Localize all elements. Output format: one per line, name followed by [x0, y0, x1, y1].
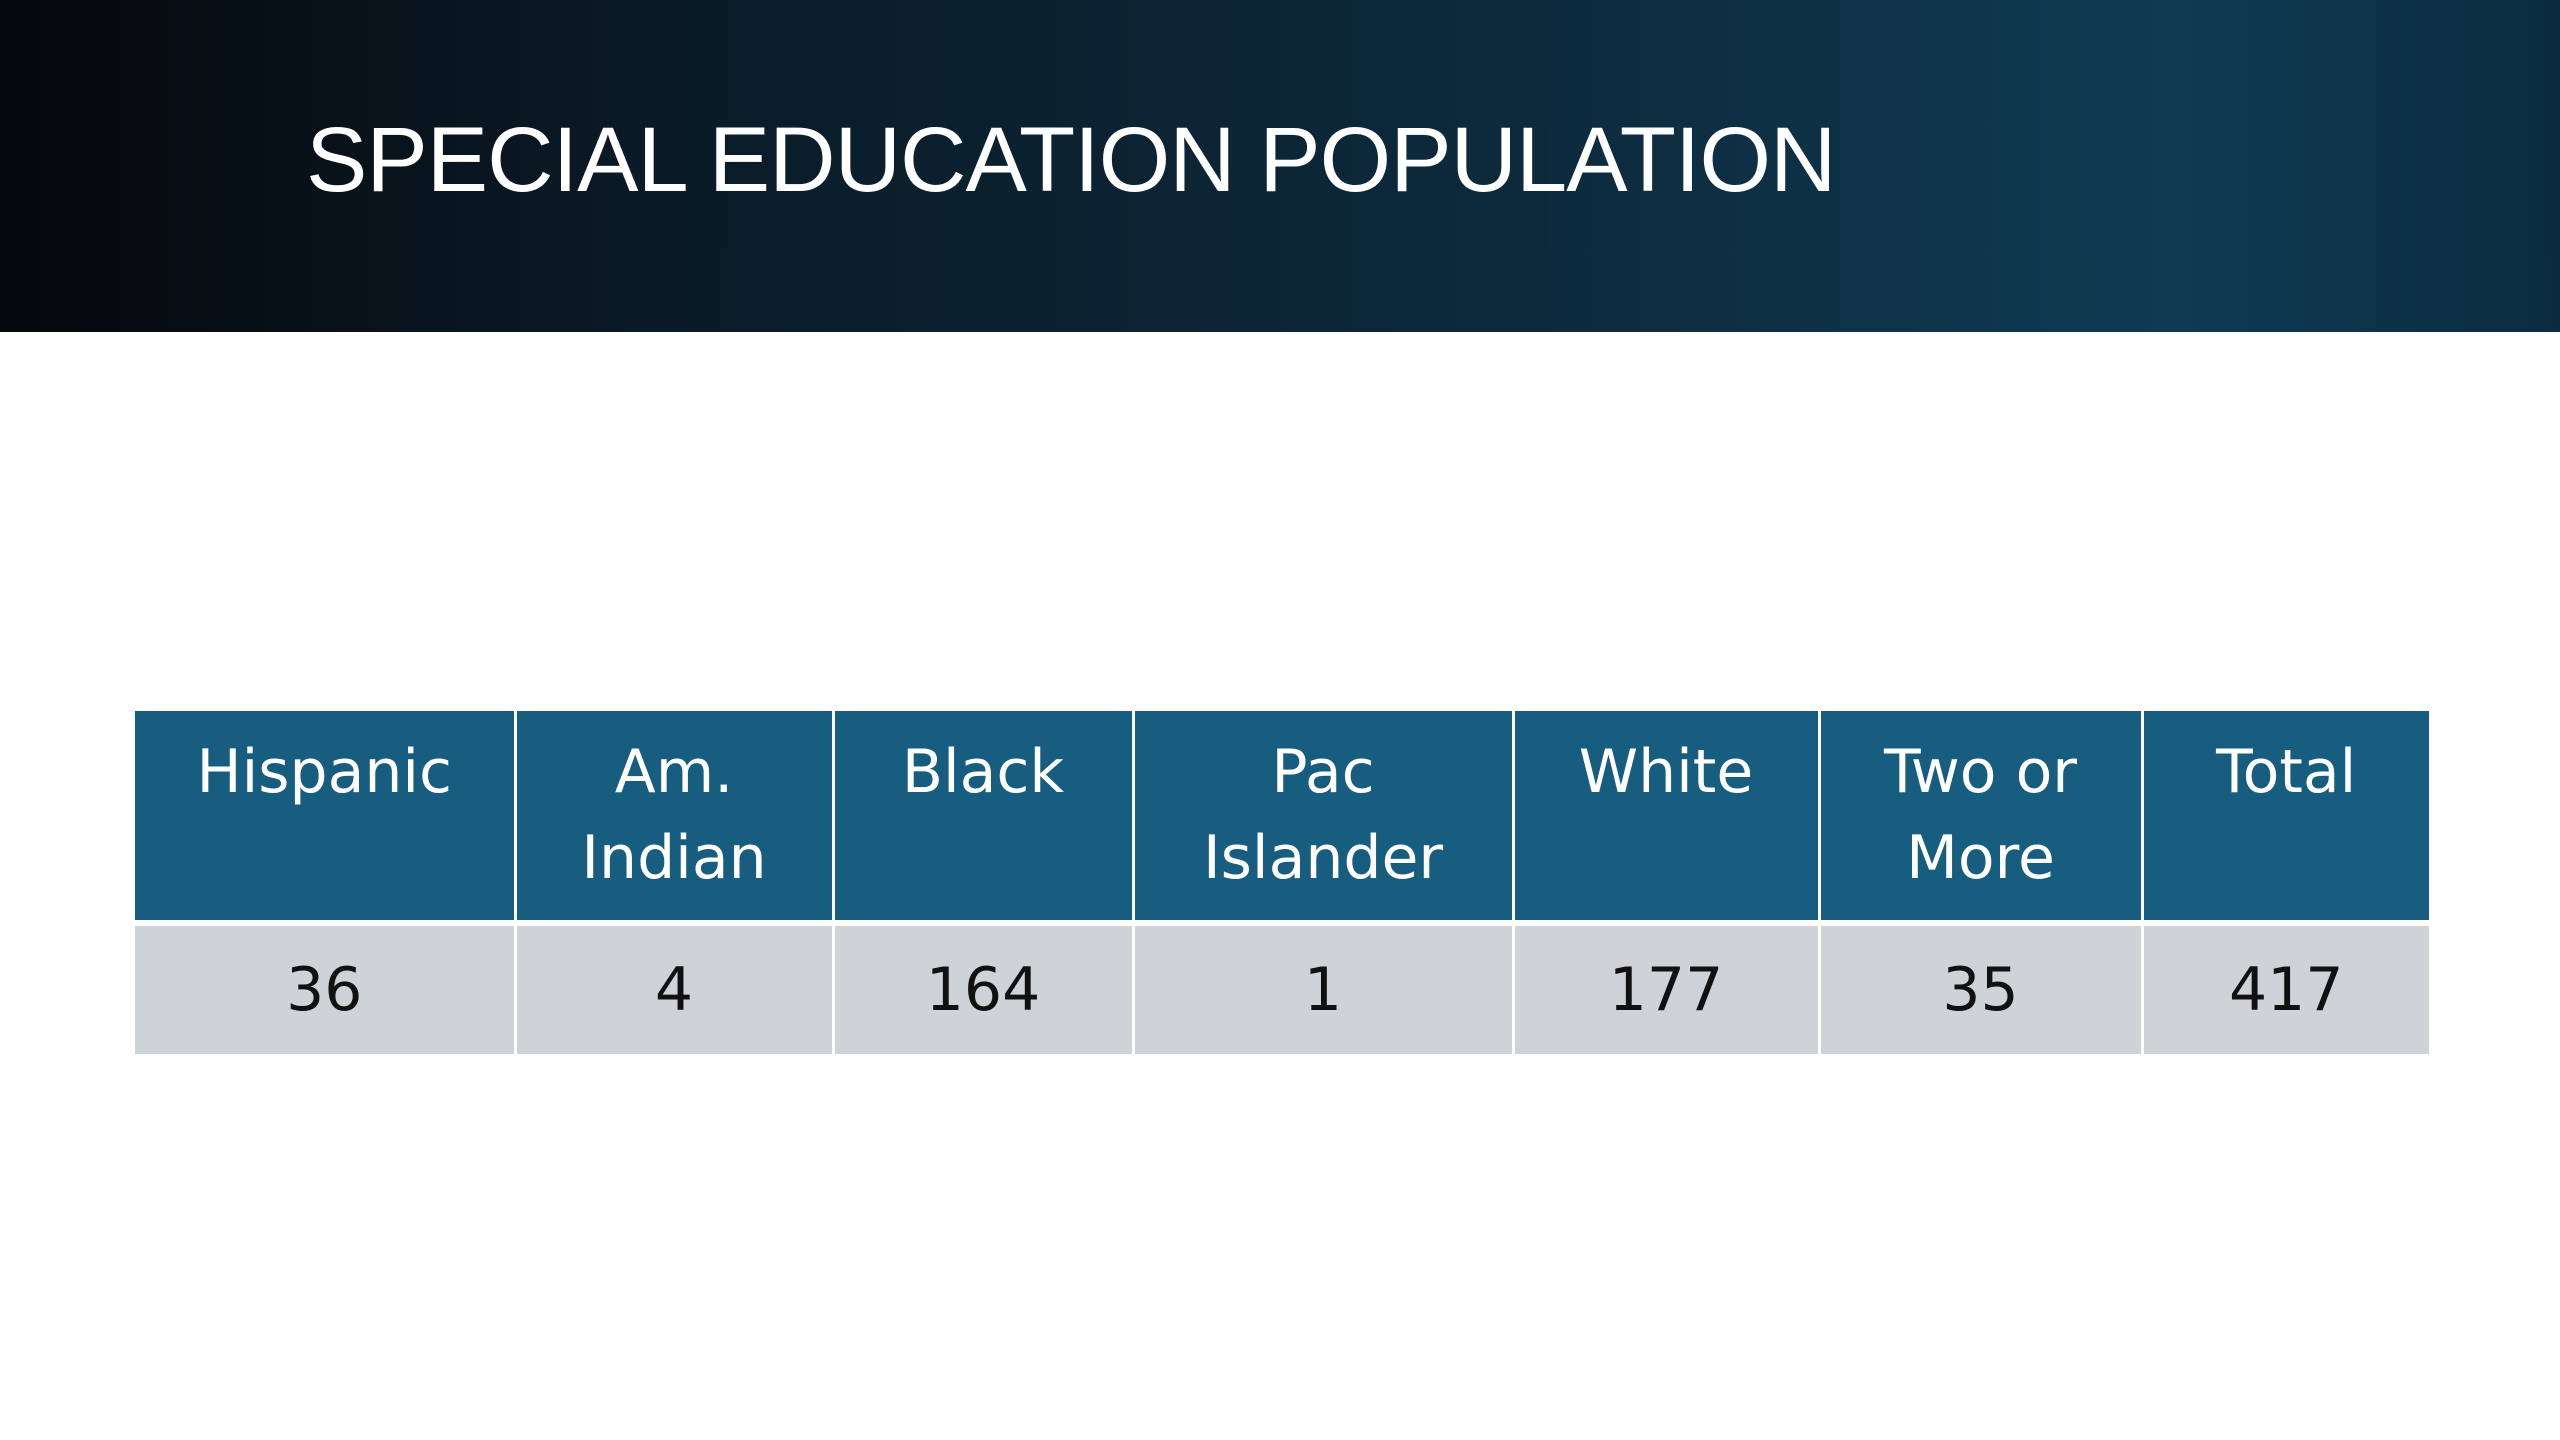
- header-black: Black: [831, 711, 1133, 926]
- cell-total: 417: [2140, 923, 2429, 1054]
- special-education-population-table: Hispanic Am. Indian Black Pac Islander W…: [135, 711, 2429, 1054]
- cell-pac-islander: 1: [1131, 923, 1513, 1054]
- header-pac-islander-line-1: Pac: [1271, 737, 1375, 807]
- header-hispanic-line-1: Hispanic: [196, 737, 453, 807]
- header-white-line-1: White: [1578, 737, 1754, 807]
- cell-hispanic: 36: [135, 923, 515, 1054]
- title-banner: SPECIAL EDUCATION POPULATION: [0, 0, 2560, 332]
- header-white: White: [1511, 711, 1819, 926]
- cell-am-indian: 4: [513, 923, 833, 1054]
- cell-black: 164: [831, 923, 1133, 1054]
- header-total-line-1: Total: [2216, 737, 2357, 807]
- table-row: 36 4 164 1 177 35 417: [135, 923, 2429, 1054]
- header-am-indian-line-2: Indian: [581, 823, 767, 893]
- header-pac-islander-line-2: Islander: [1202, 823, 1444, 893]
- header-am-indian: Am. Indian: [513, 711, 833, 926]
- header-two-or-more-line-2: More: [1906, 823, 2055, 893]
- cell-white: 177: [1511, 923, 1819, 1054]
- header-two-or-more: Two or More: [1817, 711, 2142, 926]
- header-am-indian-line-1: Am.: [614, 737, 734, 807]
- header-two-or-more-line-1: Two or: [1884, 737, 2077, 807]
- header-hispanic: Hispanic: [135, 711, 515, 926]
- slide-title: SPECIAL EDUCATION POPULATION: [306, 109, 1836, 211]
- table-header-row: Hispanic Am. Indian Black Pac Islander W…: [135, 711, 2429, 926]
- header-total: Total: [2140, 711, 2429, 926]
- header-pac-islander: Pac Islander: [1131, 711, 1513, 926]
- cell-two-or-more: 35: [1817, 923, 2142, 1054]
- header-black-line-1: Black: [901, 737, 1065, 807]
